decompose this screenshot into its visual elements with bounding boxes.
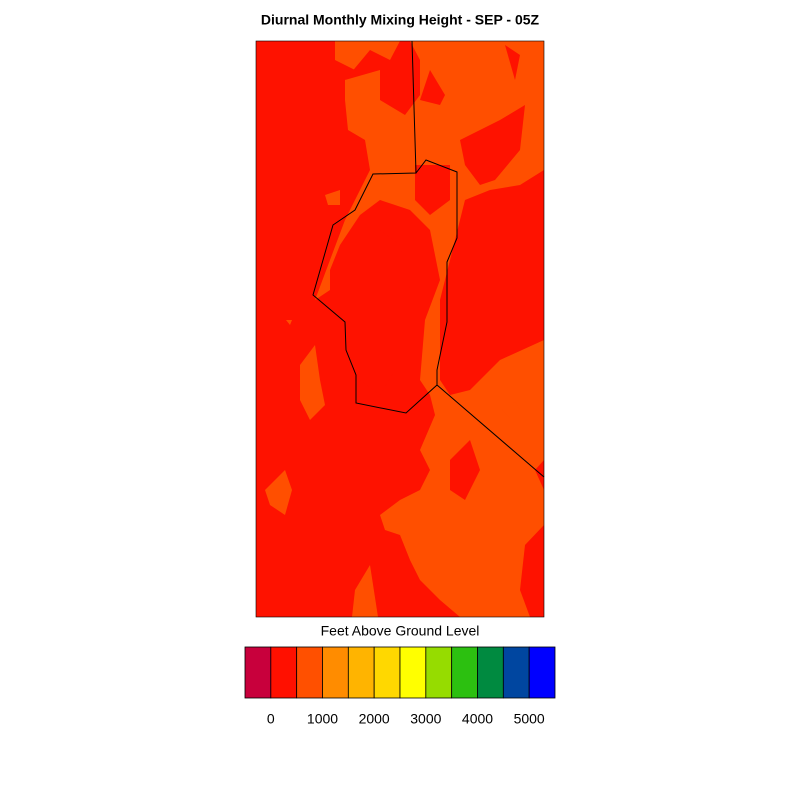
map-title: Diurnal Monthly Mixing Height - SEP - 05… [261,12,540,28]
map-frame [255,40,545,618]
colorbar-box [373,646,401,699]
map-panel [255,40,545,618]
colorbar-box [322,646,349,699]
colorbar-box [528,646,556,699]
colorbar-tick-label: 4000 [462,711,493,727]
boundary-lines [312,40,545,478]
colorbar-box [296,646,323,699]
colorbar-box [244,646,272,699]
colorbar-box [425,646,453,699]
colorbar-tick-label: 0 [267,711,275,727]
orange-regions [265,41,544,617]
colorbar-box [502,646,530,699]
colorbar-box [270,646,298,699]
colorbar-tick-label: 3000 [410,711,441,727]
colorbar-label: Feet Above Ground Level [321,623,480,639]
colorbar-tick-label: 1000 [307,711,338,727]
colorbar-box [399,646,427,699]
colorbar-box [347,646,375,699]
colorbar-box [451,646,478,699]
colorbar: 0 1000 2000 3000 4000 5000 [244,646,556,727]
colorbar-box [477,646,504,699]
colorbar-tick-label: 5000 [514,711,545,727]
colorbar-tick-label: 2000 [359,711,390,727]
